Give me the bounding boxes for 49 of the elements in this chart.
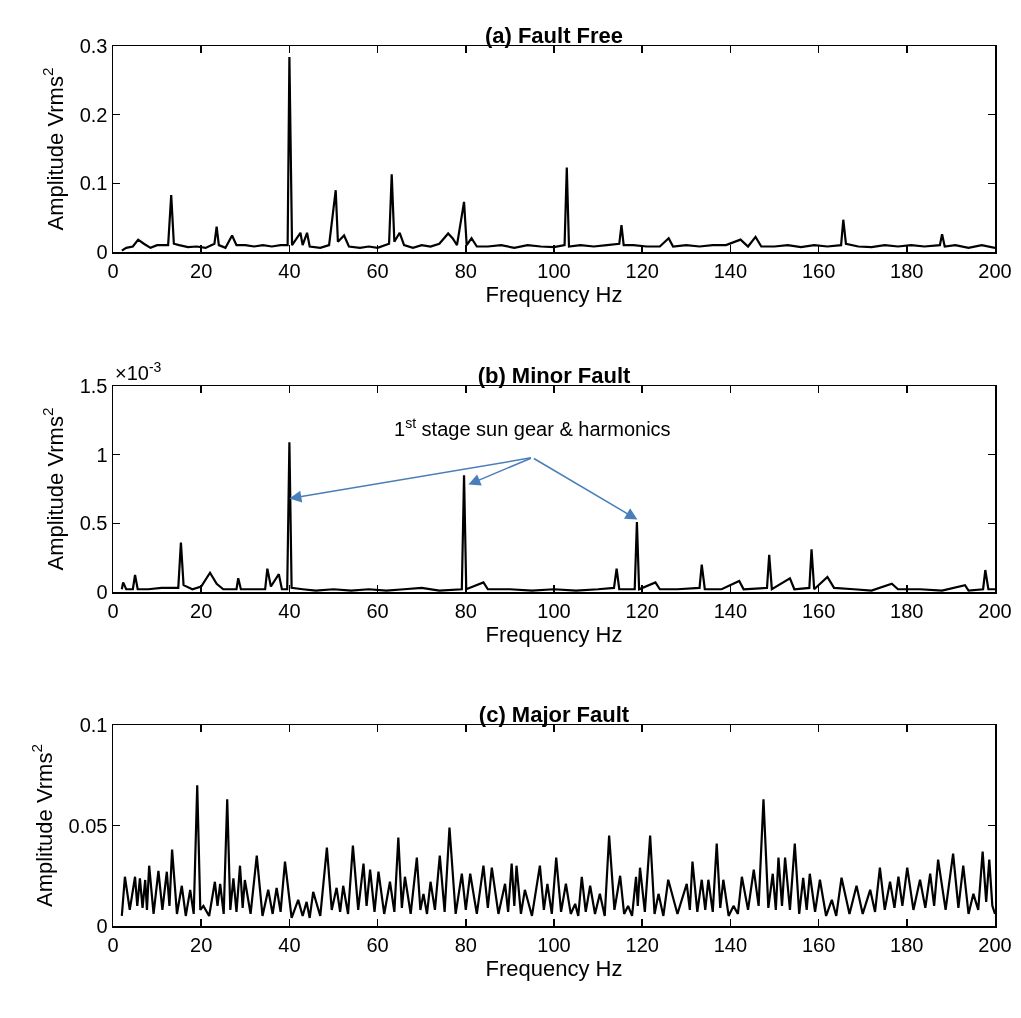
y-tick-label: 0.5 [79,512,108,535]
x-tick-label: 180 [890,599,924,622]
x-tick-label: 60 [366,259,389,282]
y-tick-label: 0 [96,241,108,263]
x-tick-label: 140 [713,933,748,956]
x-tick-label: 100 [537,259,571,282]
x-tick-label: 40 [278,259,301,282]
x-tick-label: 80 [454,259,477,282]
x-tick-label: 200 [978,599,1012,622]
x-axis-title: Frequency Hz [485,622,623,648]
x-tick-label: 200 [978,259,1012,282]
x-tick-label: 180 [890,259,924,282]
x-tick-label: 20 [190,259,213,282]
y-tick-label: 1 [96,443,108,466]
x-tick-label: 140 [713,599,748,622]
y-tick-label: 1.5 [79,375,108,397]
x-axis-title: Frequency Hz [485,956,623,982]
annotation: 1$^{st}$ stage sun gear & harmonics [394,415,671,441]
x-tick-label: 60 [366,599,389,622]
x-tick-label: 40 [278,933,301,956]
x-tick-label: 180 [890,933,924,956]
x-tick-label: 40 [278,599,301,622]
x-axis-title: Frequency Hz [485,282,623,308]
x-tick-label: 200 [978,933,1012,956]
x-tick-label: 20 [190,933,213,956]
x-tick-label: 120 [625,599,659,622]
y-tick-label: 0.1 [79,714,108,736]
x-tick-label: 160 [801,933,836,956]
y-tick-label: 0.2 [79,103,108,126]
x-tick-label: 60 [366,933,389,956]
chart-title: (b) Minor Fault [477,363,632,388]
x-tick-label: 80 [454,933,477,956]
x-tick-label: 160 [801,259,836,282]
chart-title: (c) Major Fault [478,702,630,727]
y-tick-label: 0 [96,915,108,937]
y-tick-label: 0.05 [68,814,108,837]
y-tick-label: 0.3 [79,35,108,57]
y-tick-label: 0 [96,581,108,603]
x-tick-label: 100 [537,933,571,956]
x-tick-label: 120 [625,259,659,282]
x-tick-label: 20 [190,599,213,622]
text: ×10$^{-3}$ [115,359,162,385]
x-tick-label: 160 [801,599,836,622]
chart-title: (a) Fault Free [484,23,624,48]
y-tick-label: 0.1 [79,172,108,195]
x-tick-label: 80 [454,599,477,622]
x-tick-label: 100 [537,599,571,622]
x-tick-label: 120 [625,933,659,956]
x-tick-label: 140 [713,259,748,282]
